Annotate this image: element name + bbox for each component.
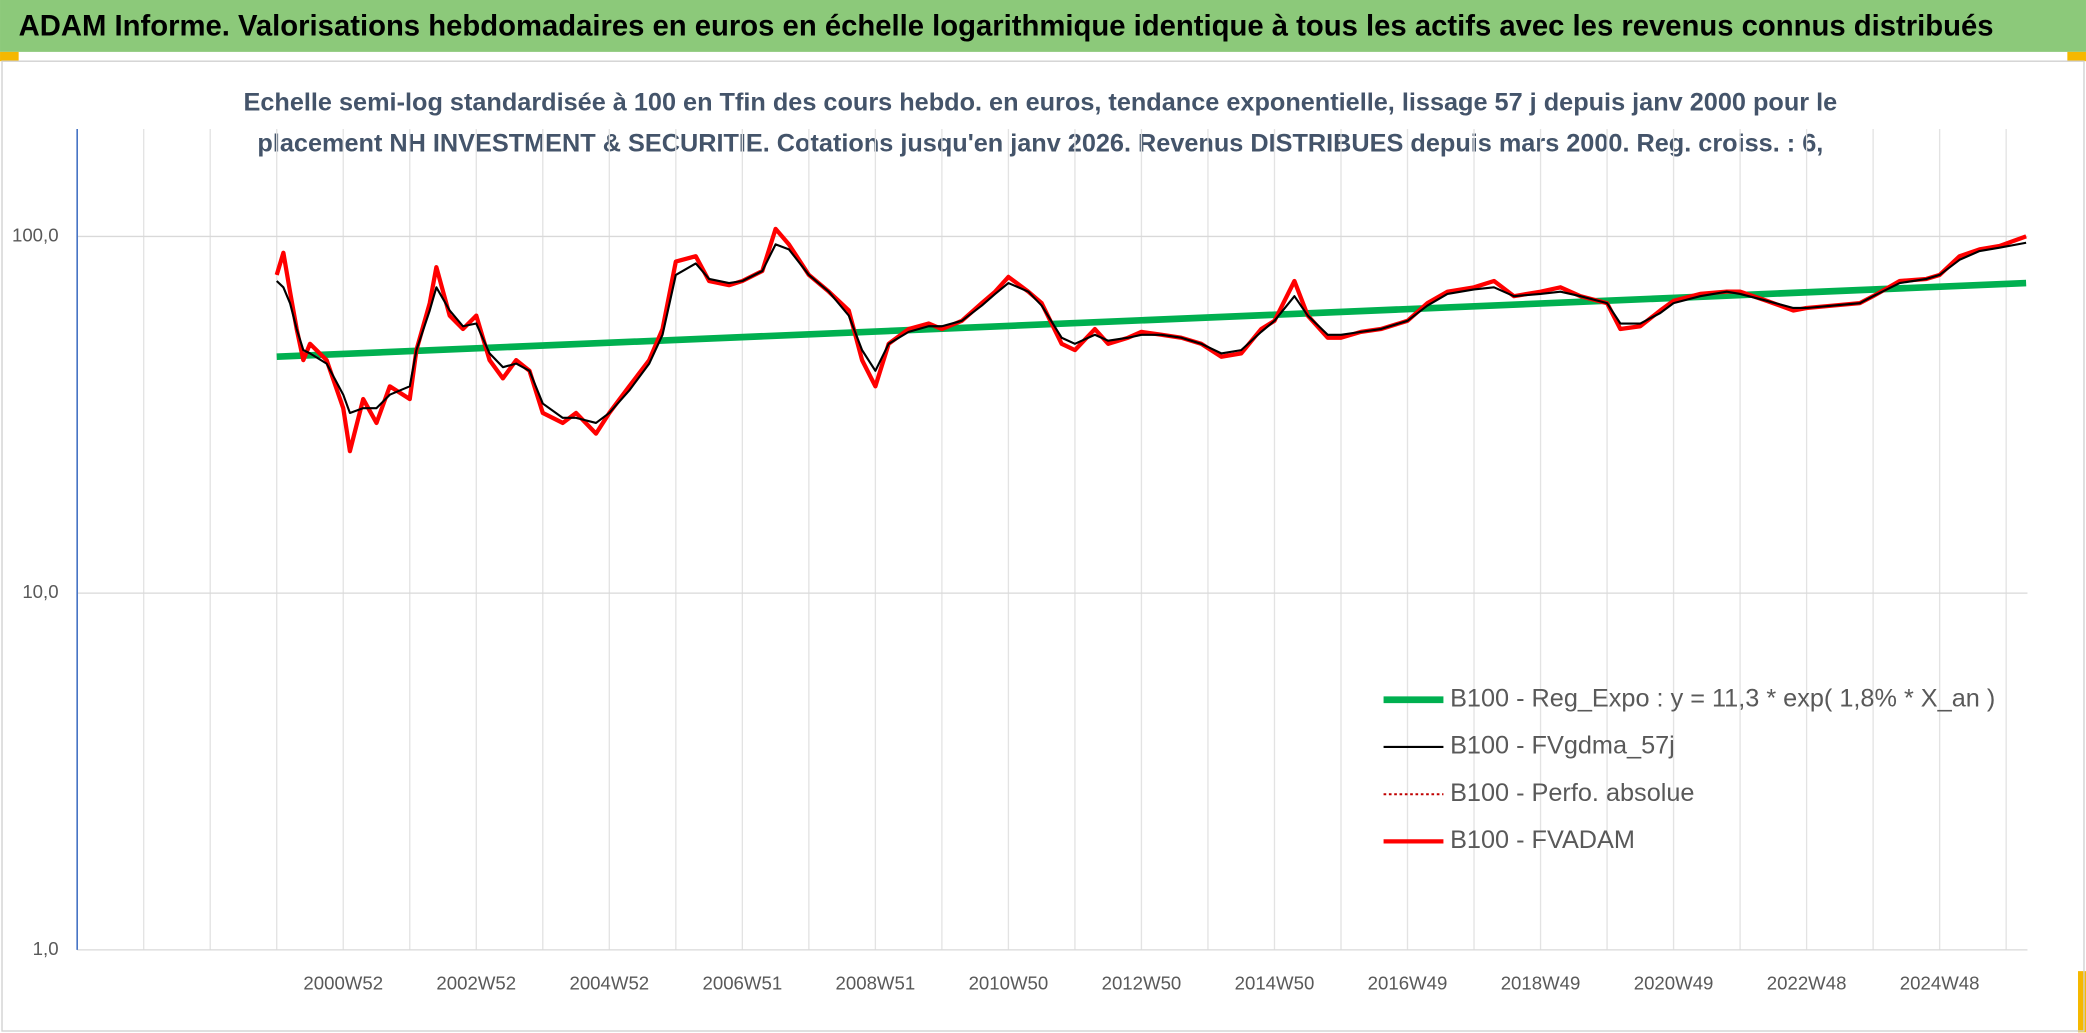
series-line xyxy=(275,241,2027,425)
x-tick-label: 2008W51 xyxy=(836,972,916,993)
x-tick-label: 2000W52 xyxy=(303,972,383,993)
x-tick-label: 2024W48 xyxy=(1900,972,1980,993)
x-tick-label: 2018W49 xyxy=(1501,972,1581,993)
y-tick-label: 1,0 xyxy=(33,938,59,959)
legend-label: B100 - FVgdma_57j xyxy=(1450,732,1675,760)
header-bar xyxy=(0,0,2086,52)
x-tick-label: 2012W50 xyxy=(1102,972,1182,993)
x-tick-label: 2020W49 xyxy=(1634,972,1714,993)
corner xyxy=(2067,51,2086,62)
x-tick-label: 2006W51 xyxy=(703,972,783,993)
y-tick-label: 100,0 xyxy=(12,224,59,245)
chart-border xyxy=(1,60,2085,1032)
x-tick-label: 2014W50 xyxy=(1235,972,1315,993)
subtitle: Echelle semi-log standardisée à 100 en T… xyxy=(243,88,1837,116)
x-tick-label: 2010W50 xyxy=(969,972,1049,993)
x-tick-label: 2022W48 xyxy=(1767,972,1847,993)
series-line xyxy=(276,279,2027,361)
x-tick-label: 2002W52 xyxy=(436,972,516,993)
legend-label: B100 - FVADAM xyxy=(1450,826,1635,854)
series-line xyxy=(274,226,2027,454)
corner xyxy=(2077,971,2086,1033)
legend-label: B100 - Perfo. absolue xyxy=(1450,779,1694,807)
subtitle: placement NH INVESTMENT & SECURITIE. Cot… xyxy=(257,130,1823,158)
y-tick-label: 10,0 xyxy=(22,581,58,602)
x-tick-label: 2016W49 xyxy=(1368,972,1448,993)
header-title: ADAM Informe. Valorisations hebdomadaire… xyxy=(19,11,1994,43)
x-tick-label: 2004W52 xyxy=(569,972,649,993)
corner xyxy=(0,51,19,62)
legend-label: B100 - Reg_Expo : y = 11,3 * exp( 1,8% *… xyxy=(1450,684,1995,712)
